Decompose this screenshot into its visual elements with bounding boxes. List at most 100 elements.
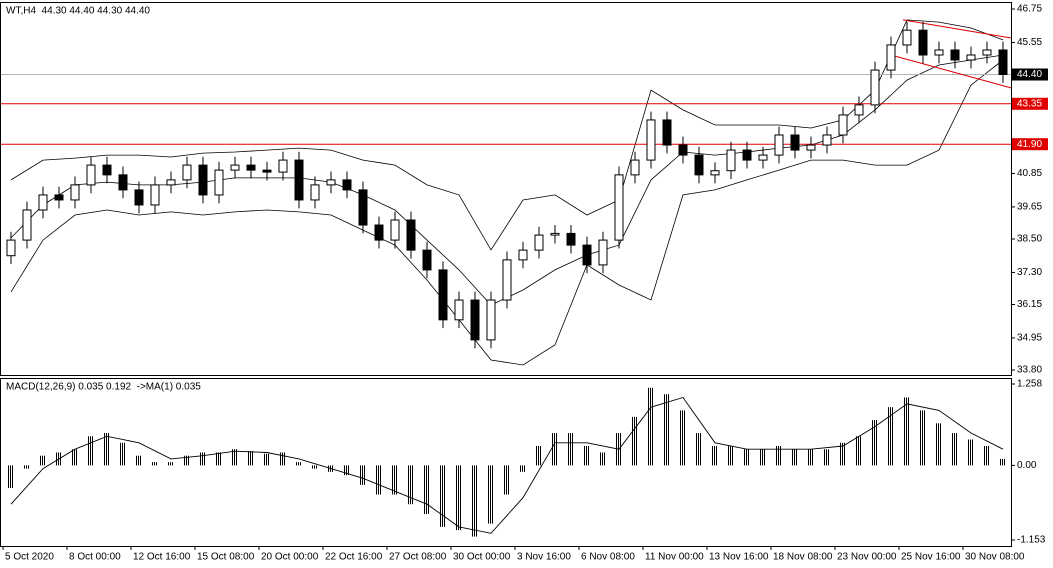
macd-bar bbox=[424, 465, 430, 514]
candle-body bbox=[358, 189, 368, 226]
candle-body bbox=[502, 259, 512, 301]
macd-bar bbox=[920, 410, 926, 466]
macd-bar bbox=[824, 449, 830, 466]
y-tick-label: 33.80 bbox=[1017, 365, 1042, 376]
candle-body bbox=[454, 299, 464, 321]
candle-body bbox=[278, 159, 288, 173]
candle-body bbox=[774, 134, 784, 156]
candle-body bbox=[822, 134, 832, 146]
macd-bar bbox=[40, 455, 46, 466]
candle-body bbox=[870, 69, 880, 106]
macd-title: MACD(12,26,9) 0.035 0.192 ->MA(1) 0.035 bbox=[6, 382, 201, 393]
macd-bar bbox=[24, 465, 30, 469]
macd-bar bbox=[904, 397, 910, 466]
candle-body bbox=[630, 159, 640, 176]
candle-body bbox=[422, 249, 432, 271]
macd-bar bbox=[296, 462, 302, 466]
macd-bar bbox=[600, 452, 606, 466]
candle-body bbox=[582, 244, 592, 266]
macd-bar bbox=[888, 407, 894, 466]
x-tick-label: 23 Nov 00:00 bbox=[837, 552, 897, 563]
candle-body bbox=[838, 114, 848, 136]
macd-bar bbox=[504, 465, 510, 495]
macd-bar bbox=[840, 442, 846, 466]
macd-bar bbox=[1000, 458, 1006, 466]
candle-body bbox=[726, 149, 736, 172]
candle-body bbox=[518, 249, 528, 261]
x-tick-label: 15 Oct 08:00 bbox=[197, 552, 255, 563]
macd-bar bbox=[8, 465, 14, 489]
macd-bar bbox=[744, 449, 750, 466]
candle-body bbox=[694, 154, 704, 176]
candle-body bbox=[118, 174, 128, 191]
x-tick-label: 11 Nov 00:00 bbox=[645, 552, 704, 563]
candle-body bbox=[102, 164, 112, 176]
candle-body bbox=[566, 232, 576, 246]
level-label: 43.35 bbox=[1017, 98, 1042, 109]
y-tick-label: 39.65 bbox=[1017, 202, 1042, 213]
x-tick-label: 22 Oct 16:00 bbox=[325, 552, 383, 563]
trend-line bbox=[902, 19, 1012, 39]
candle-body bbox=[22, 209, 32, 241]
macd-bar bbox=[440, 465, 446, 527]
macd-bar bbox=[488, 465, 494, 524]
y-tick-label: 0.00 bbox=[1017, 460, 1037, 471]
candle-body bbox=[854, 104, 864, 116]
macd-bar bbox=[72, 449, 78, 466]
candle-body bbox=[486, 299, 496, 341]
candle-body bbox=[54, 194, 64, 201]
trend-line bbox=[890, 54, 1012, 89]
candle-body bbox=[326, 179, 336, 186]
macd-bar bbox=[552, 433, 558, 466]
candle-body bbox=[646, 119, 656, 161]
macd-bar bbox=[712, 445, 718, 466]
y-tick-label: 38.50 bbox=[1017, 234, 1042, 245]
candle-body bbox=[742, 149, 752, 161]
candle-body bbox=[678, 144, 688, 156]
macd-bar bbox=[88, 436, 94, 466]
macd-bar bbox=[232, 449, 238, 466]
x-tick-label: 27 Oct 08:00 bbox=[389, 552, 447, 563]
candle-body bbox=[614, 174, 624, 241]
macd-bar bbox=[472, 465, 478, 537]
x-tick-label: 5 Oct 2020 bbox=[5, 552, 54, 563]
x-tick-label: 8 Oct 00:00 bbox=[69, 552, 121, 563]
macd-bar bbox=[376, 465, 382, 495]
candle-body bbox=[886, 44, 896, 71]
y-tick-label: 1.258 bbox=[1017, 379, 1042, 390]
x-tick-label: 30 Nov 08:00 bbox=[965, 552, 1025, 563]
candle-body bbox=[950, 49, 960, 61]
candle-body bbox=[214, 169, 224, 196]
x-tick-label: 6 Nov 08:00 bbox=[581, 552, 635, 563]
level-label: 41.90 bbox=[1017, 139, 1042, 150]
x-tick-label: 25 Nov 16:00 bbox=[901, 552, 961, 563]
candle-body bbox=[166, 179, 176, 186]
macd-bar bbox=[792, 449, 798, 466]
macd-bar bbox=[984, 445, 990, 466]
macd-bar bbox=[536, 445, 542, 466]
macd-bar bbox=[808, 449, 814, 466]
y-tick-label: 40.85 bbox=[1017, 168, 1042, 179]
y-tick-label: -1.153 bbox=[1017, 535, 1046, 546]
price-box bbox=[1012, 68, 1048, 81]
candle-body bbox=[790, 134, 800, 151]
macd-bar bbox=[696, 433, 702, 466]
macd-bar bbox=[264, 453, 270, 466]
macd-bar bbox=[856, 436, 862, 466]
y-tick-label: 37.30 bbox=[1017, 267, 1042, 278]
macd-bar bbox=[632, 416, 638, 466]
candle-body bbox=[70, 184, 80, 201]
candle-body bbox=[198, 164, 208, 196]
macd-bar bbox=[120, 442, 126, 466]
macd-bar bbox=[680, 410, 686, 466]
candle-body bbox=[310, 184, 320, 201]
candle-body bbox=[662, 119, 672, 146]
macd-bar bbox=[456, 465, 462, 531]
candle-body bbox=[150, 184, 160, 206]
candle-body bbox=[246, 164, 256, 171]
macd-bar bbox=[952, 433, 958, 466]
macd-bar bbox=[312, 465, 318, 469]
candle-body bbox=[38, 194, 48, 211]
macd-bar bbox=[136, 455, 142, 466]
candle-body bbox=[598, 239, 608, 266]
